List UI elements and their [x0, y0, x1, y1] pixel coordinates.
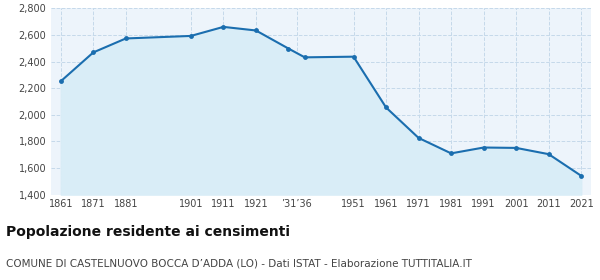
- Text: COMUNE DI CASTELNUOVO BOCCA D’ADDA (LO) - Dati ISTAT - Elaborazione TUTTITALIA.I: COMUNE DI CASTELNUOVO BOCCA D’ADDA (LO) …: [6, 259, 472, 269]
- Text: Popolazione residente ai censimenti: Popolazione residente ai censimenti: [6, 225, 290, 239]
